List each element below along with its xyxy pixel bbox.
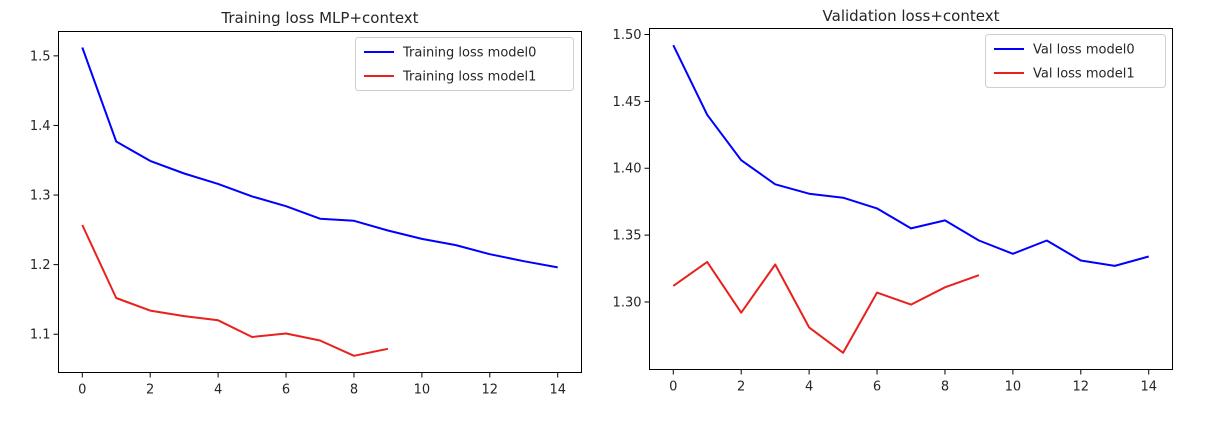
- y-tick-label: 1.5: [30, 49, 51, 64]
- y-tick-label: 1.50: [613, 28, 642, 43]
- x-tick-label: 6: [282, 383, 290, 398]
- series-line-model1: [81, 224, 389, 357]
- legend: Training loss model0 Training loss model…: [355, 37, 574, 91]
- validation-loss-chart: Validation loss+context 0 2 4 6 8 10 12 14 1.30 1…: [613, 7, 1173, 395]
- x-tick-label: 10: [414, 383, 431, 398]
- y-tick-label: 1.35: [613, 229, 642, 244]
- y-tick-label: 1.3: [30, 189, 51, 204]
- legend-label-model1: Val loss model1: [1033, 67, 1135, 82]
- x-tick-label: 6: [873, 380, 881, 395]
- x-tick-label: 2: [737, 380, 745, 395]
- y-tick-label: 1.4: [30, 119, 51, 134]
- legend-label-model0: Training loss model0: [402, 46, 536, 61]
- x-tick-label: 4: [214, 383, 222, 398]
- series-line-model0: [672, 44, 1149, 267]
- y-tick-label: 1.30: [613, 295, 642, 310]
- x-tick-label: 4: [805, 380, 813, 395]
- y-tick-label: 1.2: [30, 258, 51, 273]
- x-tick-label: 0: [78, 383, 86, 398]
- plot-area-frame: [58, 31, 582, 373]
- chart-title: Training loss MLP+context: [220, 9, 418, 27]
- x-tick-label: 0: [669, 380, 677, 395]
- x-tick-label: 8: [350, 383, 358, 398]
- x-tick-label: 10: [1005, 380, 1022, 395]
- legend: Val loss model0 Val loss model1: [985, 34, 1166, 88]
- x-tick-label: 2: [146, 383, 154, 398]
- chart-title: Validation loss+context: [823, 7, 1000, 25]
- legend-label-model0: Val loss model0: [1033, 43, 1135, 58]
- y-tick-label: 1.40: [613, 162, 642, 177]
- x-tick-label: 8: [941, 380, 949, 395]
- legend-box: [985, 34, 1166, 88]
- series-line-model0: [81, 47, 558, 269]
- x-tick-label: 12: [482, 383, 499, 398]
- y-tick-label: 1.1: [30, 328, 51, 343]
- x-tick-label: 14: [1140, 380, 1157, 395]
- series-line-model1: [672, 260, 980, 354]
- legend-label-model1: Training loss model1: [402, 70, 536, 85]
- chart-marks: 0 2 4 6 8 10 12 14 1.1 1.2 1.3 1.4 1.5: [30, 47, 566, 398]
- plot-area-frame: [649, 28, 1173, 370]
- y-tick-label: 1.45: [613, 95, 642, 110]
- legend-box: [355, 37, 574, 91]
- training-loss-chart: Training loss MLP+context 0 2 4 6 8 10 12 14 1.1…: [30, 9, 582, 398]
- x-tick-label: 12: [1073, 380, 1090, 395]
- chart-marks: 0 2 4 6 8 10 12 14 1.30 1.35 1.40 1.45 1.50: [613, 28, 1157, 394]
- x-tick-label: 14: [549, 383, 566, 398]
